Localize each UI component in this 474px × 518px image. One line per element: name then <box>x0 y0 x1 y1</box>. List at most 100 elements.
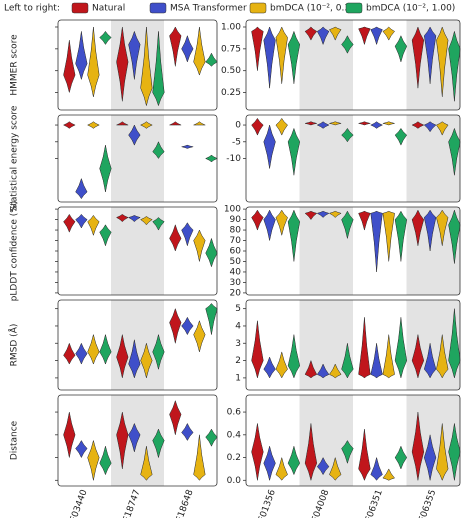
panel-frame <box>245 114 461 203</box>
violin <box>316 26 330 46</box>
violin <box>263 26 276 89</box>
violin <box>128 339 141 378</box>
y-tick-label: 3 <box>235 339 241 349</box>
violin <box>263 446 276 481</box>
violin <box>287 209 301 262</box>
violin <box>86 121 100 129</box>
violin <box>341 127 354 143</box>
panel-frame <box>57 394 218 487</box>
x-tick-label: PF06355 <box>416 488 439 518</box>
violin <box>370 121 384 129</box>
violin <box>341 343 354 379</box>
violin <box>382 26 395 41</box>
violin <box>169 121 182 126</box>
violin <box>169 400 182 435</box>
violin <box>263 356 276 379</box>
y-tick-label: 20 <box>230 288 242 298</box>
violin <box>87 334 100 365</box>
y-tick-label: 30 <box>230 278 242 288</box>
legend-label: Natural <box>92 4 125 14</box>
violin <box>423 434 437 481</box>
violin <box>436 334 449 379</box>
violin <box>181 222 194 246</box>
y-tick-label: 5 <box>235 304 241 314</box>
violin <box>287 30 301 84</box>
x-tick-label: PF04008 <box>309 488 332 518</box>
y-tick-label: 1.00 <box>221 22 241 32</box>
violin <box>341 35 354 54</box>
violin <box>63 412 76 458</box>
y-tick-label: -5 <box>232 137 241 147</box>
violin <box>358 26 371 45</box>
legend-label: bmDCA (10⁻², 0.33) <box>270 4 359 14</box>
violin <box>370 343 383 379</box>
violin <box>87 214 100 236</box>
violin <box>411 334 425 378</box>
violin <box>251 209 264 231</box>
violin <box>423 121 437 133</box>
violin <box>116 26 129 102</box>
violin <box>251 423 264 481</box>
violin <box>127 215 141 223</box>
violin <box>116 334 129 378</box>
x-tick-label: PF06351 <box>362 488 385 518</box>
y-axis-label: Statistical energy score <box>10 105 20 211</box>
violin <box>152 428 165 458</box>
y-tick-label: 100 <box>224 205 241 215</box>
legend-label: MSA Transformer <box>170 4 247 14</box>
violin <box>193 121 206 126</box>
y-tick-label: 70 <box>230 236 242 246</box>
violin <box>140 343 153 378</box>
violin <box>63 40 76 93</box>
violin <box>181 422 194 442</box>
y-tick-label: 1 <box>235 373 241 383</box>
violin <box>287 127 301 176</box>
violin <box>394 34 408 62</box>
y-tick-label: 4 <box>235 321 241 331</box>
violin <box>275 351 288 379</box>
legend-swatch <box>149 2 167 14</box>
y-tick-label: 60 <box>230 247 242 257</box>
legend-title: Left to right: <box>4 4 60 14</box>
violin <box>99 446 112 476</box>
violin <box>382 468 396 481</box>
violin <box>128 30 141 80</box>
violin <box>205 154 218 163</box>
violin <box>139 121 153 129</box>
violin <box>287 334 301 379</box>
violin <box>263 209 276 241</box>
violin <box>328 26 342 41</box>
violin <box>87 440 100 481</box>
violin <box>316 363 330 379</box>
violin <box>99 145 112 192</box>
legend-swatch <box>249 2 267 14</box>
violin <box>275 117 288 136</box>
panel-frame <box>245 19 461 111</box>
panel-frame <box>57 19 218 111</box>
y-tick-label: 0.0 <box>227 476 242 486</box>
violin <box>75 439 88 459</box>
y-tick-label: 0.75 <box>221 44 241 54</box>
violin <box>275 26 288 84</box>
shaded-band <box>111 115 164 202</box>
violin <box>423 26 437 84</box>
violin <box>169 308 182 344</box>
x-tick-label: PF18747 <box>120 488 143 518</box>
violin <box>436 423 449 482</box>
violin <box>448 423 461 481</box>
violin <box>169 224 182 252</box>
violin <box>251 320 264 378</box>
violin <box>205 52 218 67</box>
violin <box>382 334 395 379</box>
violin <box>358 210 371 231</box>
violin <box>304 423 318 481</box>
violin <box>411 209 425 246</box>
violin <box>181 34 194 63</box>
violin <box>304 210 318 221</box>
y-tick-label: 0.2 <box>227 453 241 463</box>
violin <box>275 209 288 236</box>
violin <box>329 457 342 481</box>
violin <box>370 210 383 272</box>
violin <box>251 117 264 136</box>
violin <box>115 213 129 223</box>
